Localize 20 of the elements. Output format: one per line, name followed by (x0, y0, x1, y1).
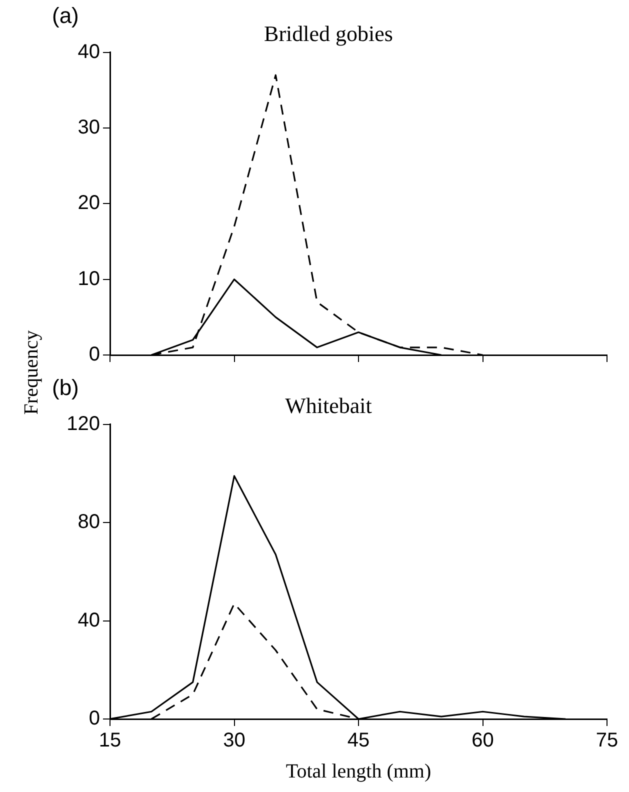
x-axis-title: Total length (mm) (286, 760, 432, 782)
x-tick-label: 45 (347, 730, 370, 752)
y-tick-label: 30 (78, 116, 100, 139)
x-tick-label: 75 (596, 730, 618, 752)
x-tick-label: 60 (472, 730, 494, 752)
y-tick-label: 120 (66, 412, 100, 435)
y-tick-label: 20 (78, 192, 100, 214)
y-tick-label: 80 (78, 511, 100, 534)
y-tick-label: 40 (78, 40, 100, 63)
y-tick-label: 0 (88, 344, 100, 366)
text: (b) (52, 375, 79, 400)
y-tick-label: 40 (78, 609, 100, 632)
chart-title: Whitebait (285, 392, 372, 418)
y-tick-label: 0 (88, 708, 100, 730)
y-axis-title: Frequency (20, 330, 44, 414)
x-tick-label: 30 (223, 730, 246, 752)
chart-title: Bridled gobies (264, 20, 393, 46)
y-tick-label: 10 (78, 268, 100, 290)
x-tick-label: 15 (98, 730, 122, 752)
text: (a) (52, 3, 79, 28)
